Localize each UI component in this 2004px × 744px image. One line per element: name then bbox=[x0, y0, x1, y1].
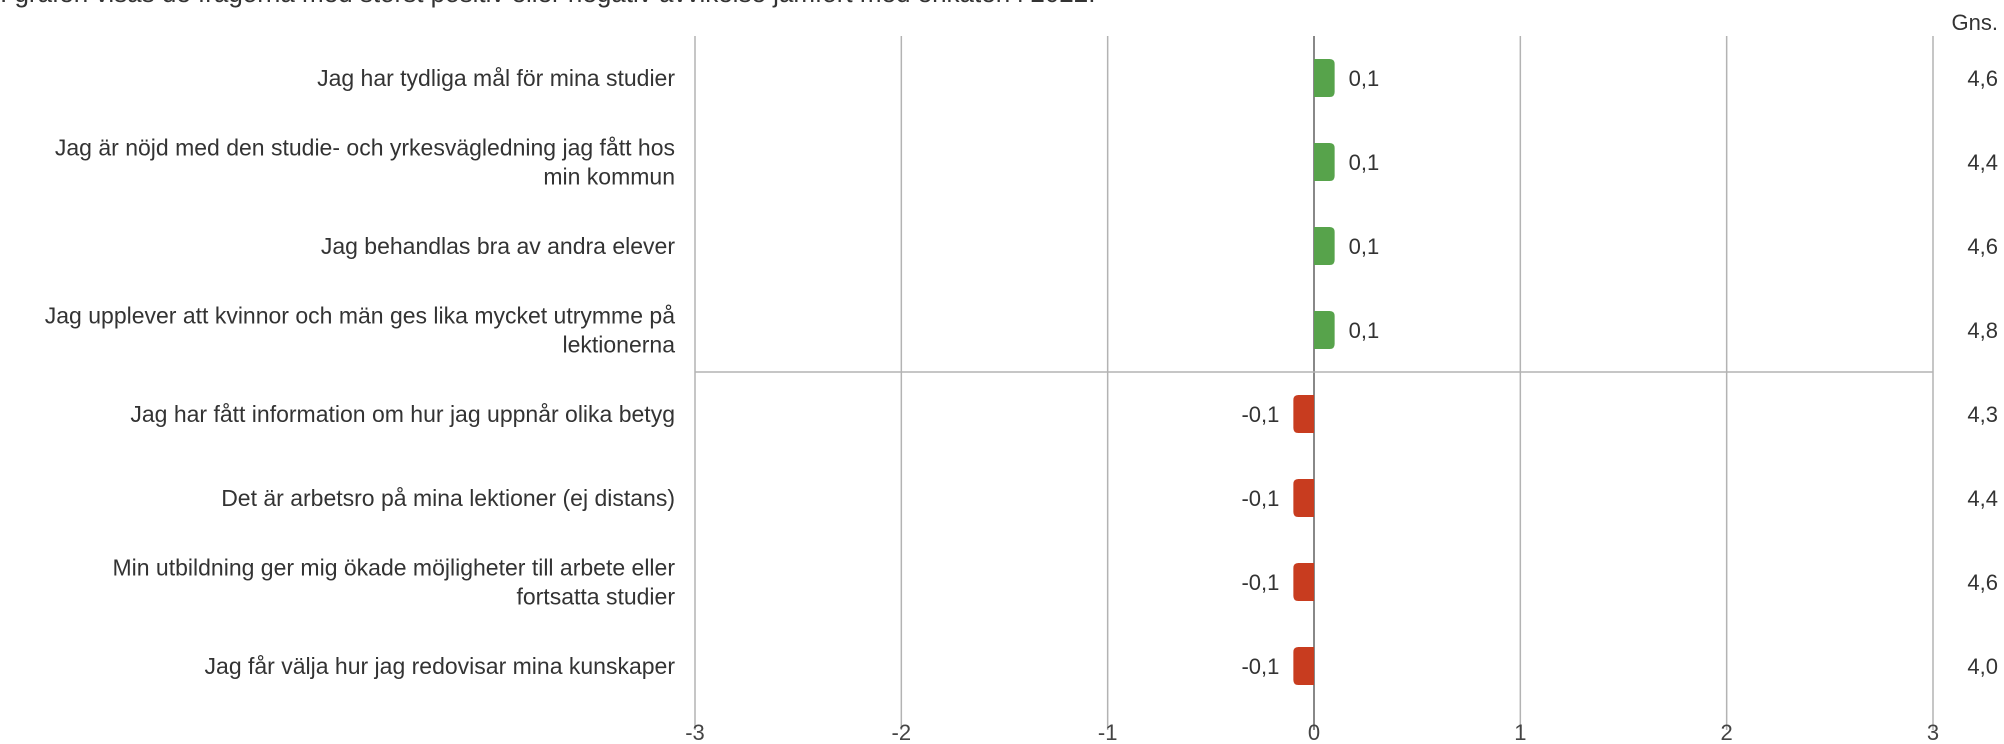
bar bbox=[1314, 227, 1335, 265]
average-value: 4,8 bbox=[1967, 318, 1998, 343]
x-tick-label: -2 bbox=[892, 720, 912, 744]
x-tick-label: 2 bbox=[1721, 720, 1733, 744]
labels: -3 -2 -1 0 1 2 3 0,1 Jag har tydliga mål för min… bbox=[45, 65, 1998, 744]
average-value: 4,6 bbox=[1967, 570, 1998, 595]
value-label: -0,1 bbox=[1241, 654, 1279, 679]
bar bbox=[1293, 647, 1314, 685]
average-value: 4,4 bbox=[1967, 486, 1998, 511]
value-label: 0,1 bbox=[1349, 318, 1380, 343]
bar bbox=[1314, 59, 1335, 97]
value-label: -0,1 bbox=[1241, 402, 1279, 427]
x-tick-label: -3 bbox=[685, 720, 705, 744]
value-label: 0,1 bbox=[1349, 66, 1380, 91]
bar bbox=[1293, 563, 1314, 601]
category-label: Det är arbetsro på mina lektioner (ej di… bbox=[221, 485, 675, 511]
bar bbox=[1314, 311, 1335, 349]
average-value: 4,3 bbox=[1967, 402, 1998, 427]
category-label: Jag får välja hur jag redovisar mina kun… bbox=[205, 653, 676, 679]
category-label: Jag upplever att kvinnor och män ges lik… bbox=[45, 303, 675, 358]
average-column-header: Gns. bbox=[1952, 10, 1998, 35]
grid-lines bbox=[694, 36, 1934, 730]
x-tick-label: 3 bbox=[1927, 720, 1939, 744]
category-label: Min utbildning ger mig ökade möjligheter… bbox=[112, 555, 675, 610]
bar bbox=[1314, 143, 1335, 181]
x-tick-label: 0 bbox=[1308, 720, 1320, 744]
average-value: 4,4 bbox=[1967, 150, 1998, 175]
category-label: Jag har tydliga mål för mina studier bbox=[317, 65, 675, 91]
category-label: Jag har fått information om hur jag uppn… bbox=[130, 401, 675, 427]
value-label: 0,1 bbox=[1349, 234, 1380, 259]
category-label: Jag behandlas bra av andra elever bbox=[321, 233, 676, 259]
x-tick-label: 1 bbox=[1514, 720, 1526, 744]
x-tick-label: -1 bbox=[1098, 720, 1118, 744]
average-value: 4,6 bbox=[1967, 66, 1998, 91]
value-label: -0,1 bbox=[1241, 486, 1279, 511]
bar bbox=[1293, 479, 1314, 517]
bar bbox=[1293, 395, 1314, 433]
category-label: Jag är nöjd med den studie- och yrkesväg… bbox=[55, 135, 675, 190]
value-label: 0,1 bbox=[1349, 150, 1380, 175]
average-value: 4,6 bbox=[1967, 234, 1998, 259]
average-value: 4,0 bbox=[1967, 654, 1998, 679]
intro-text: I grafen visas de frågorna med störst po… bbox=[0, 0, 1400, 9]
value-label: -0,1 bbox=[1241, 570, 1279, 595]
bars bbox=[1293, 59, 1335, 685]
